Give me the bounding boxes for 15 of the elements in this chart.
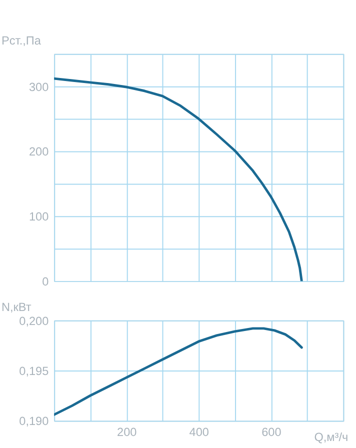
x-tick-label: 600 [262,424,282,439]
y-tick-label: 300 [28,80,50,94]
x-axis-title: Q,м³/ч [314,430,348,444]
y-tick-label: 0,200 [19,314,50,328]
x-tick-label: 400 [189,424,210,439]
line-series [54,327,303,416]
y-tick-label: 200 [28,144,50,159]
y-tick-label: 0,195 [19,364,50,378]
x-tick-label: 200 [117,424,138,439]
y-axis-title: Pст.,Па [1,34,42,48]
y-axis-title: N,кВт [1,300,32,314]
line-series [54,77,303,282]
y-tick-label: 100 [28,210,50,224]
y-tick-label: 0 [42,274,50,288]
y-tick-label: 0,190 [19,414,50,428]
